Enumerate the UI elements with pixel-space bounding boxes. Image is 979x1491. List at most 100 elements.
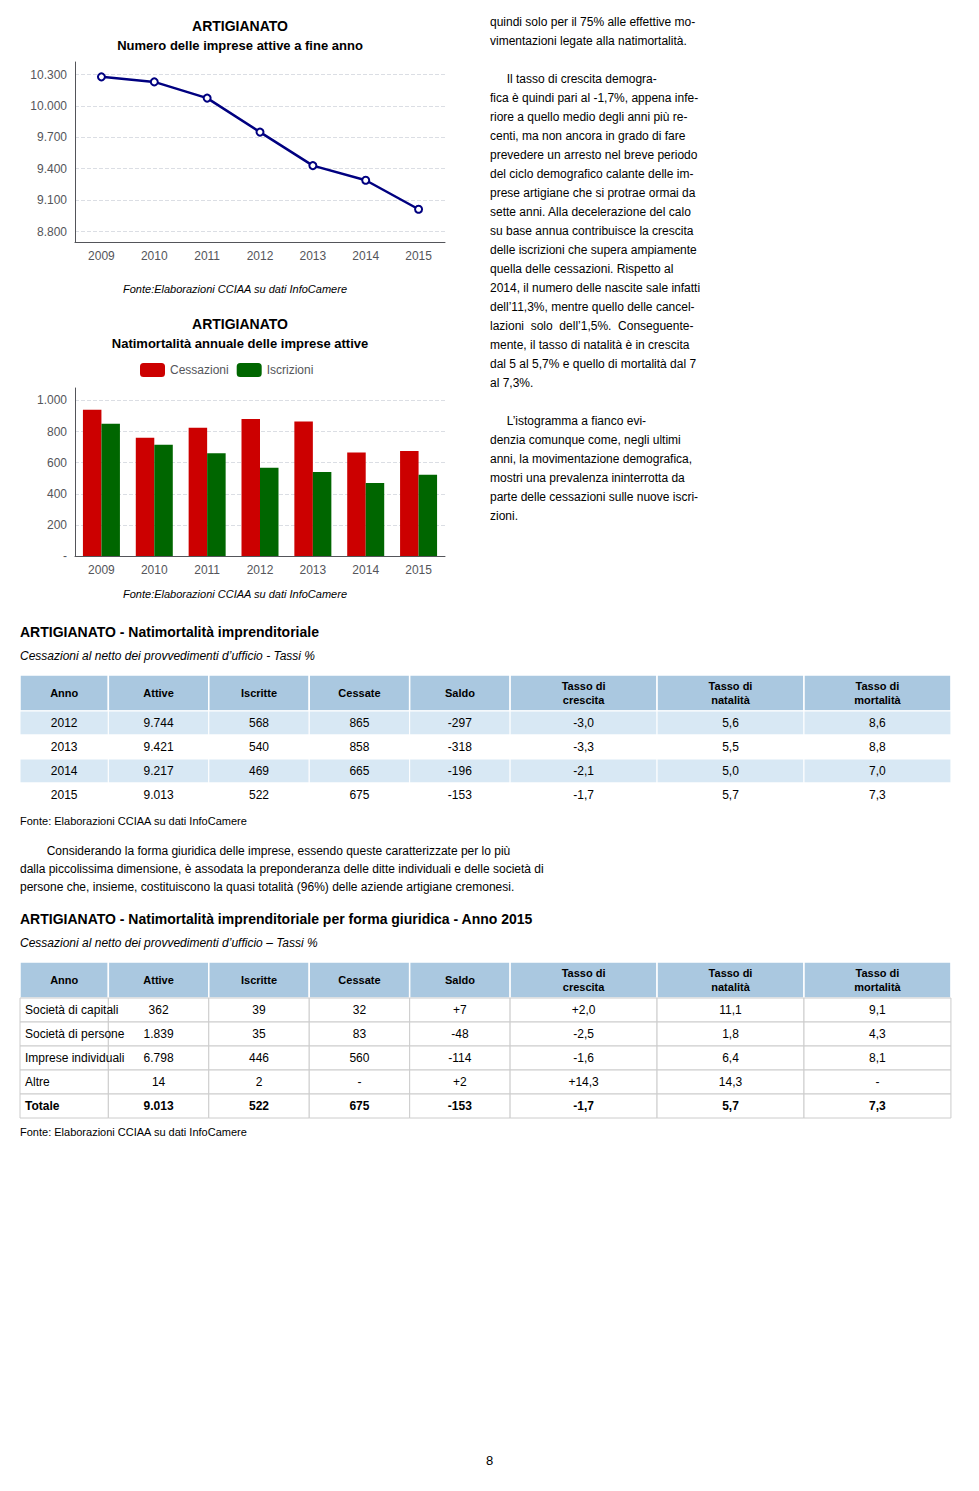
svg-text:-196: -196 bbox=[448, 764, 472, 778]
svg-text:9.217: 9.217 bbox=[144, 764, 174, 778]
svg-text:persone che, insieme, costitui: persone che, insieme, costituiscono la q… bbox=[20, 880, 514, 894]
svg-text:2013: 2013 bbox=[300, 563, 327, 577]
svg-text:quella delle cessazioni. Rispe: quella delle cessazioni. Rispetto al bbox=[490, 262, 673, 276]
svg-text:39: 39 bbox=[252, 1003, 266, 1017]
svg-text:riore a quello medio degli ann: riore a quello medio degli anni più re- bbox=[490, 110, 687, 124]
svg-text:9,1: 9,1 bbox=[869, 1003, 886, 1017]
svg-text:Attive: Attive bbox=[143, 974, 174, 986]
svg-text:1.839: 1.839 bbox=[144, 1027, 174, 1041]
svg-text:del ciclo demografico calante: del ciclo demografico calante delle im- bbox=[490, 167, 693, 181]
svg-text:600: 600 bbox=[47, 456, 67, 470]
svg-text:400: 400 bbox=[47, 487, 67, 501]
svg-text:-153: -153 bbox=[448, 788, 472, 802]
svg-text:32: 32 bbox=[353, 1003, 367, 1017]
svg-text:522: 522 bbox=[249, 788, 269, 802]
svg-text:ARTIGIANATO - Natimortalità im: ARTIGIANATO - Natimortalità imprenditori… bbox=[20, 624, 319, 640]
svg-text:9.421: 9.421 bbox=[144, 740, 174, 754]
svg-text:11,1: 11,1 bbox=[719, 1003, 742, 1017]
svg-text:crescita: crescita bbox=[563, 694, 605, 706]
svg-text:-: - bbox=[63, 549, 67, 563]
svg-text:2013: 2013 bbox=[51, 740, 78, 754]
svg-text:-297: -297 bbox=[448, 716, 472, 730]
svg-text:Numero delle imprese attive a: Numero delle imprese attive a fine anno bbox=[117, 38, 363, 53]
svg-text:7,3: 7,3 bbox=[869, 788, 886, 802]
svg-text:L’istogramma a fianco evi-: L’istogramma a fianco evi- bbox=[490, 414, 646, 428]
svg-text:natalità: natalità bbox=[711, 694, 750, 706]
svg-text:200: 200 bbox=[47, 518, 67, 532]
svg-text:2014: 2014 bbox=[352, 249, 379, 263]
svg-text:-: - bbox=[357, 1075, 361, 1089]
svg-text:Società di capitali: Società di capitali bbox=[25, 1003, 118, 1017]
svg-text:Cessazioni: Cessazioni bbox=[170, 363, 229, 377]
svg-text:83: 83 bbox=[353, 1027, 367, 1041]
svg-text:parte delle cessazioni sulle n: parte delle cessazioni sulle nuove iscri… bbox=[490, 490, 698, 504]
svg-text:-3,0: -3,0 bbox=[573, 716, 594, 730]
svg-text:5,0: 5,0 bbox=[722, 764, 739, 778]
svg-text:Tasso di: Tasso di bbox=[562, 680, 606, 692]
svg-text:Saldo: Saldo bbox=[445, 687, 475, 699]
svg-text:Il tasso di crescita demogra-: Il tasso di crescita demogra- bbox=[490, 72, 657, 86]
svg-text:al 7,3%.: al 7,3%. bbox=[490, 376, 533, 390]
svg-text:Anno: Anno bbox=[50, 687, 78, 699]
svg-text:675: 675 bbox=[349, 788, 369, 802]
svg-text:dal 5 al 5,7% e quello di mort: dal 5 al 5,7% e quello di mortalità dal … bbox=[490, 357, 696, 371]
svg-text:8: 8 bbox=[486, 1453, 493, 1468]
svg-text:Iscritte: Iscritte bbox=[241, 974, 277, 986]
svg-text:2011: 2011 bbox=[194, 249, 220, 263]
svg-text:2014: 2014 bbox=[352, 563, 379, 577]
svg-text:Fonte:Elaborazioni CCIAA su da: Fonte:Elaborazioni CCIAA su dati InfoCam… bbox=[123, 588, 347, 600]
svg-text:2: 2 bbox=[256, 1075, 263, 1089]
svg-text:centi, ma non ancora in grado: centi, ma non ancora in grado di fare bbox=[490, 129, 686, 143]
svg-text:Imprese individuali: Imprese individuali bbox=[25, 1051, 124, 1065]
svg-text:5,6: 5,6 bbox=[722, 716, 739, 730]
svg-text:+14,3: +14,3 bbox=[568, 1075, 599, 1089]
svg-text:2015: 2015 bbox=[405, 249, 432, 263]
svg-text:8,1: 8,1 bbox=[869, 1051, 886, 1065]
svg-text:dalla piccolissima dimensione,: dalla piccolissima dimensione, è assodat… bbox=[20, 862, 544, 876]
svg-text:2010: 2010 bbox=[141, 563, 168, 577]
svg-text:zioni.: zioni. bbox=[490, 509, 518, 523]
svg-text:-318: -318 bbox=[448, 740, 472, 754]
svg-text:Cessazioni al netto dei provve: Cessazioni al netto dei provvedimenti d’… bbox=[20, 936, 318, 950]
svg-text:1.000: 1.000 bbox=[37, 393, 67, 407]
svg-text:540: 540 bbox=[249, 740, 269, 754]
svg-text:Tasso di: Tasso di bbox=[856, 967, 900, 979]
svg-text:8.800: 8.800 bbox=[37, 225, 67, 239]
svg-text:fica è quindi pari al -1,7%, a: fica è quindi pari al -1,7%, appena infe… bbox=[490, 91, 698, 105]
svg-text:mostri una prevalenza ininterr: mostri una prevalenza ininterrotta da bbox=[490, 471, 685, 485]
svg-text:Società di persone: Società di persone bbox=[25, 1027, 125, 1041]
svg-text:su base annua contribuisce la: su base annua contribuisce la crescita bbox=[490, 224, 694, 238]
svg-text:2012: 2012 bbox=[247, 563, 274, 577]
svg-text:469: 469 bbox=[249, 764, 269, 778]
svg-text:675: 675 bbox=[349, 1099, 369, 1113]
svg-text:362: 362 bbox=[149, 1003, 169, 1017]
svg-text:Iscrizioni: Iscrizioni bbox=[267, 363, 314, 377]
svg-text:prevedere un arresto nel breve: prevedere un arresto nel breve periodo bbox=[490, 148, 698, 162]
svg-text:2014: 2014 bbox=[51, 764, 78, 778]
svg-text:865: 865 bbox=[349, 716, 369, 730]
svg-text:-1,7: -1,7 bbox=[573, 1099, 594, 1113]
svg-text:Iscritte: Iscritte bbox=[241, 687, 277, 699]
svg-text:-48: -48 bbox=[451, 1027, 469, 1041]
svg-text:2015: 2015 bbox=[405, 563, 432, 577]
svg-text:446: 446 bbox=[249, 1051, 269, 1065]
svg-text:Cessazioni al netto dei provve: Cessazioni al netto dei provvedimenti d’… bbox=[20, 649, 315, 663]
svg-text:natalità: natalità bbox=[711, 981, 750, 993]
svg-text:prese artigiane che si protrae: prese artigiane che si protrae ormai da bbox=[490, 186, 696, 200]
svg-text:Tasso di: Tasso di bbox=[856, 680, 900, 692]
svg-text:9.100: 9.100 bbox=[37, 193, 67, 207]
svg-text:quindi solo per il 75% alle ef: quindi solo per il 75% alle effettive mo… bbox=[490, 15, 695, 29]
svg-text:ARTIGIANATO: ARTIGIANATO bbox=[192, 316, 288, 332]
svg-text:14,3: 14,3 bbox=[719, 1075, 743, 1089]
svg-text:vimentazioni legate alla natim: vimentazioni legate alla natimortalità. bbox=[490, 34, 687, 48]
svg-text:2015: 2015 bbox=[51, 788, 78, 802]
svg-text:Altre: Altre bbox=[25, 1075, 50, 1089]
svg-text:10.300: 10.300 bbox=[30, 68, 67, 82]
svg-text:-2,5: -2,5 bbox=[573, 1027, 594, 1041]
svg-text:mortalità: mortalità bbox=[854, 981, 901, 993]
svg-text:7,0: 7,0 bbox=[869, 764, 886, 778]
svg-text:2014, il numero delle nascite: 2014, il numero delle nascite sale infat… bbox=[490, 281, 700, 295]
svg-text:+2: +2 bbox=[453, 1075, 467, 1089]
svg-text:-114: -114 bbox=[448, 1051, 471, 1065]
svg-text:4,3: 4,3 bbox=[869, 1027, 886, 1041]
